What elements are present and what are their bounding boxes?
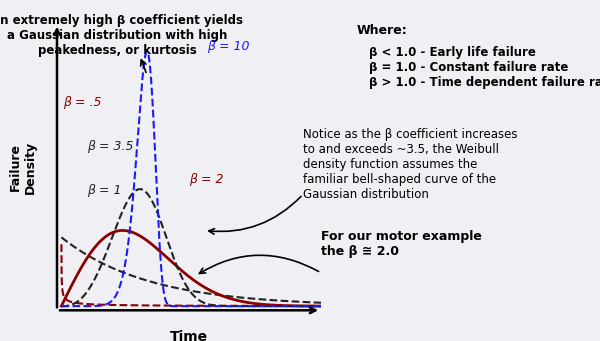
Text: Failure
Density: Failure Density bbox=[8, 140, 37, 194]
Text: β = .5: β = .5 bbox=[63, 96, 101, 109]
Text: Time: Time bbox=[170, 330, 208, 341]
Text: β = 1: β = 1 bbox=[87, 184, 121, 197]
Text: β = 10: β = 10 bbox=[207, 40, 250, 53]
Text: Where:: Where: bbox=[357, 24, 408, 37]
Text: β = 3.5: β = 3.5 bbox=[87, 140, 133, 153]
Text: Notice as the β coefficient increases
to and exceeds ~3.5, the Weibull
density f: Notice as the β coefficient increases to… bbox=[303, 128, 517, 201]
Text: β = 2: β = 2 bbox=[189, 173, 223, 186]
Text: β < 1.0 - Early life failure
β = 1.0 - Constant failure rate
β > 1.0 - Time depe: β < 1.0 - Early life failure β = 1.0 - C… bbox=[369, 46, 600, 89]
Text: An extremely high β coefficient yields
a Gaussian distribution with high
peakedn: An extremely high β coefficient yields a… bbox=[0, 14, 243, 57]
Text: For our motor example
the β ≅ 2.0: For our motor example the β ≅ 2.0 bbox=[321, 230, 482, 258]
